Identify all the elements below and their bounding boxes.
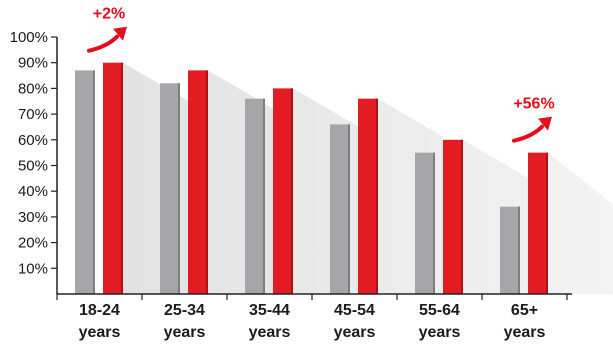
bar-series-1-4 bbox=[415, 152, 435, 294]
bar-series-2-4 bbox=[443, 139, 463, 294]
x-tick-label: 65+ years bbox=[504, 302, 546, 341]
x-tick-label: 35-44 years bbox=[249, 302, 291, 341]
annotation-label: +56% bbox=[513, 96, 554, 113]
bar-series-2-2 bbox=[273, 88, 293, 295]
x-tick-label: 18-24 years bbox=[79, 302, 121, 341]
x-tick-label: 45-54 years bbox=[334, 302, 376, 341]
annotation-label: +2% bbox=[93, 6, 125, 23]
bar-series-2-3 bbox=[358, 98, 378, 295]
annotation-arrow-icon bbox=[512, 116, 552, 143]
x-tick-label: 25-34 years bbox=[164, 302, 206, 341]
bar-series-1-0 bbox=[75, 70, 95, 294]
y-tick-label: 70% bbox=[18, 106, 48, 123]
bar-series-1-3 bbox=[330, 124, 350, 294]
bar-series-2-0 bbox=[103, 62, 123, 295]
bar-series-1-2 bbox=[245, 98, 265, 295]
bar-series-1-1 bbox=[160, 83, 180, 294]
annotation-arrow-icon bbox=[87, 26, 127, 53]
y-tick-label: 30% bbox=[18, 209, 48, 226]
y-tick-label: 60% bbox=[18, 132, 48, 149]
y-tick-label: 100% bbox=[10, 29, 48, 46]
y-tick-label: 90% bbox=[18, 55, 48, 72]
y-tick-label: 40% bbox=[18, 183, 48, 200]
bar-series-1-5 bbox=[500, 206, 520, 294]
bar-series-2-5 bbox=[528, 152, 548, 294]
y-tick-label: 50% bbox=[18, 158, 48, 175]
y-tick-label: 10% bbox=[18, 260, 48, 277]
y-tick-label: 80% bbox=[18, 80, 48, 97]
bar-series-2-1 bbox=[188, 70, 208, 294]
x-tick-label: 55-64 years bbox=[419, 302, 461, 341]
y-tick-label: 20% bbox=[18, 235, 48, 252]
